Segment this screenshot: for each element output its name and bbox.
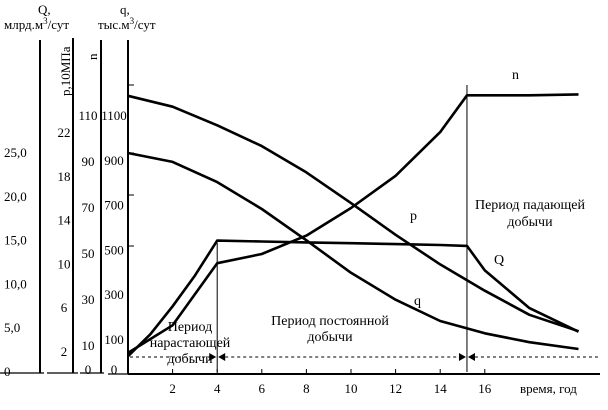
series-Q-label: Q <box>494 253 504 268</box>
q-tick-label: 500 <box>104 242 124 257</box>
Q-tick-label: 20,0 <box>4 189 27 204</box>
period-1-label-line3: добычи <box>167 352 213 367</box>
x-tick-label: 8 <box>303 381 310 396</box>
period-1-label-line2: нарастающей <box>150 336 231 351</box>
q-tick-label: 100 <box>104 332 124 347</box>
q-small-axis-title-line2: тыс.м3/сут <box>98 16 156 32</box>
axes-group <box>0 38 600 375</box>
q-tick-label: 700 <box>104 198 124 213</box>
q-small-axis-title-line1: q, <box>120 2 130 17</box>
Q-tick-label: 25,0 <box>4 145 27 160</box>
p-tick-label: 6 <box>61 300 68 315</box>
n-tick-label: 0 <box>85 362 92 377</box>
n-axis-title: n <box>85 53 100 60</box>
series-p-line <box>127 94 579 333</box>
series-n-line <box>127 93 579 355</box>
n-tick-label: 50 <box>82 246 95 261</box>
series-Q-line <box>127 239 580 358</box>
q-axis-title-line1: Q, <box>38 2 51 17</box>
x-tick-label: 16 <box>478 381 492 396</box>
x-tick-label: 6 <box>259 381 266 396</box>
Q-tick-label: 5,0 <box>4 320 20 335</box>
Q-tick-label: 10,0 <box>4 276 27 291</box>
x-axis-title: время, год <box>520 381 577 396</box>
p-tick-label: 14 <box>58 213 72 228</box>
n-tick-label: 70 <box>82 200 95 215</box>
period-arrowhead <box>209 353 217 361</box>
period-arrowhead <box>458 353 466 361</box>
Q-tick-label: 15,0 <box>4 233 27 248</box>
n-tick-label: 110 <box>78 108 97 123</box>
period-2-label-line2: добычи <box>307 330 353 345</box>
p-tick-label: 18 <box>58 169 71 184</box>
q-tick-label: 0 <box>111 362 118 377</box>
period-3-label-line1: Период падающей <box>475 198 586 213</box>
p-tick-label: 22 <box>58 125 71 140</box>
Q-tick-label: 0 <box>4 364 11 379</box>
q-tick-label: 1100 <box>101 108 127 123</box>
p-tick-label: 10 <box>58 256 71 271</box>
series-group <box>127 93 580 358</box>
q-tick-label: 300 <box>104 287 124 302</box>
n-tick-label: 10 <box>82 338 95 353</box>
n-tick-label: 90 <box>82 154 95 169</box>
q-axis-title-line2: млрд.м3/сут <box>4 16 69 32</box>
x-tick-label: 14 <box>434 381 448 396</box>
annotation-group <box>130 85 598 372</box>
period-arrowhead <box>467 353 475 361</box>
n-tick-label: 30 <box>82 292 95 307</box>
p-axis-title: р,10МПа <box>58 46 73 96</box>
q-tick-label: 900 <box>104 153 124 168</box>
series-n-label: n <box>512 68 519 83</box>
tick-group: 2 4 6 8 10 12 14 16 0 5,0 10,0 15,0 20,0 25,0 2 6 10 14 18… <box>4 84 492 396</box>
x-tick-label: 2 <box>169 381 176 396</box>
x-tick-label: 10 <box>345 381 358 396</box>
x-tick-label: 12 <box>389 381 402 396</box>
period-1-label-line1: Период <box>168 320 213 335</box>
period-3-label-line2: добычи <box>507 215 553 230</box>
series-q-label: q <box>414 294 421 309</box>
x-tick-label: 4 <box>214 381 221 396</box>
series-q-line <box>127 151 579 351</box>
p-tick-label: 2 <box>61 344 68 359</box>
series-p-label: p <box>410 209 417 224</box>
period-arrowhead <box>218 353 226 361</box>
period-2-label-line1: Период постоянной <box>271 314 389 329</box>
